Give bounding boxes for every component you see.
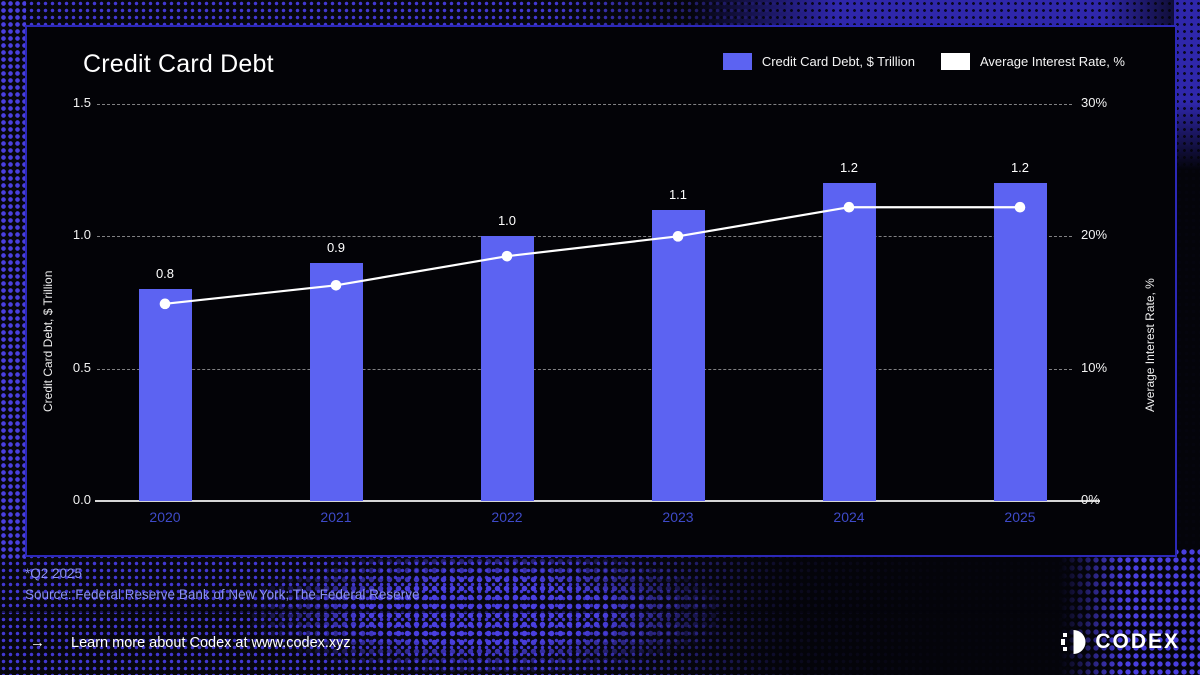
x-axis-label-2023: 2023: [662, 509, 694, 525]
left-axis-tick-label: 1.0: [72, 227, 91, 243]
footer-cta: → Learn more about Codex at www.codex.xy…: [30, 634, 351, 651]
codex-brand: CODEX: [1060, 629, 1180, 655]
gridline: [97, 104, 1072, 105]
bar-value-label: 1.2: [1010, 160, 1030, 176]
gridline: [97, 236, 1072, 238]
codex-brand-text: CODEX: [1095, 630, 1180, 653]
left-axis-tick-label: 0.0: [72, 492, 91, 507]
x-axis-label-2021: 2021: [320, 509, 352, 525]
x-axis-baseline: [95, 500, 1100, 502]
footnote-period: *Q2 2025: [25, 566, 83, 581]
chart-panel: Credit Card Debt Credit Card Debt, $ Tri…: [25, 25, 1177, 557]
legend-swatch-debt: [722, 53, 752, 70]
legend-item-debt: Credit Card Debt, $ Trillion: [722, 53, 915, 70]
bar-value-label: 1.1: [668, 186, 688, 202]
bar-2024: [822, 183, 876, 501]
right-axis-tick-label: 10%: [1081, 359, 1108, 375]
halftone-top-band: [690, 0, 1177, 26]
bar-value-label: 0.9: [326, 239, 346, 255]
legend-label-rate: Average Interest Rate, %: [979, 54, 1125, 69]
right-axis-title: Average Interest Rate, %: [1143, 278, 1157, 412]
right-axis-tick-label: 30%: [1081, 95, 1108, 110]
bar-value-label: 1.2: [839, 160, 859, 176]
right-axis-tick-label: 20%: [1081, 227, 1108, 243]
interest-rate-line: [164, 206, 1020, 305]
x-axis-label-2024: 2024: [833, 509, 865, 525]
arrow-right-icon: →: [30, 634, 45, 651]
bar-2025: [993, 183, 1047, 501]
x-axis-label-2020: 2020: [149, 509, 181, 525]
chart-title: Credit Card Debt: [83, 50, 274, 78]
footnote-source: Source: Federal Reserve Bank of New York…: [25, 587, 420, 602]
codex-logo-icon: [1061, 630, 1086, 654]
bar-value-label: 0.8: [155, 266, 175, 282]
bar-2023: [651, 209, 705, 501]
legend-swatch-rate: [940, 53, 970, 70]
chart-legend: Credit Card Debt, $ Trillion Average Int…: [722, 53, 1125, 70]
gridline: [97, 368, 1072, 370]
x-axis-label-2022: 2022: [491, 509, 523, 525]
right-axis-tick-label: 0%: [1081, 492, 1100, 507]
bar-value-label: 1.0: [497, 213, 517, 229]
bar-2022: [480, 236, 534, 501]
legend-item-rate: Average Interest Rate, %: [940, 53, 1125, 70]
footer-cta-text: Learn more about Codex at www.codex.xyz: [71, 634, 351, 651]
legend-label-debt: Credit Card Debt, $ Trillion: [761, 54, 915, 69]
left-axis-tick-label: 1.5: [72, 95, 91, 110]
halftone-left-band: [0, 0, 26, 560]
left-axis-tick-label: 0.5: [72, 359, 91, 375]
left-axis-title: Credit Card Debt, $ Trillion: [41, 270, 55, 412]
halftone-right-band: [1174, 0, 1200, 170]
bar-2020: [138, 289, 192, 501]
x-axis-label-2025: 2025: [1004, 509, 1036, 525]
footer-divider: [0, 610, 1200, 613]
bar-2021: [309, 262, 363, 501]
